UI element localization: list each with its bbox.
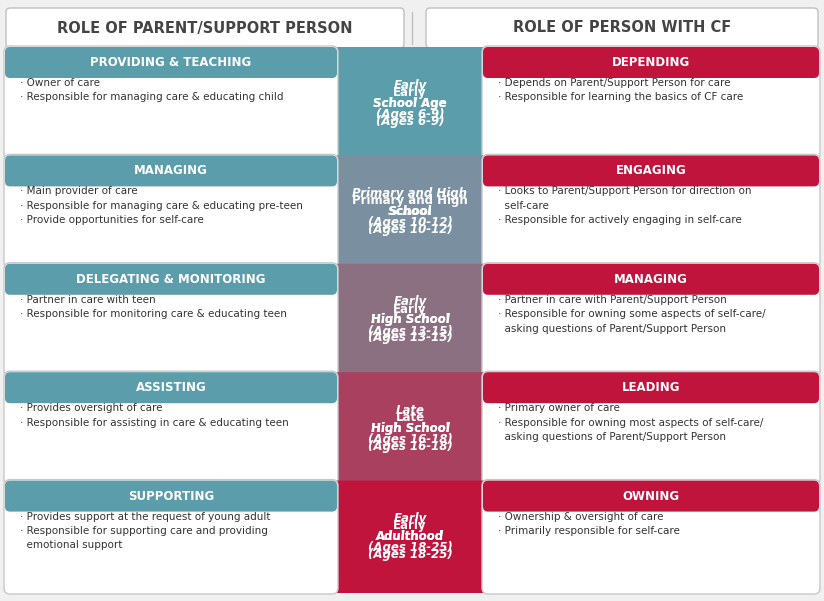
FancyBboxPatch shape: [483, 264, 819, 295]
Text: ROLE OF PERSON WITH CF: ROLE OF PERSON WITH CF: [513, 20, 731, 35]
Text: Late: Late: [396, 411, 424, 424]
FancyBboxPatch shape: [330, 47, 490, 159]
FancyBboxPatch shape: [4, 46, 338, 160]
Text: Primary and High
School
(Ages 10-12): Primary and High School (Ages 10-12): [353, 187, 467, 236]
FancyBboxPatch shape: [5, 264, 337, 295]
Text: (Ages 6-9): (Ages 6-9): [376, 108, 444, 121]
FancyBboxPatch shape: [426, 8, 818, 48]
FancyBboxPatch shape: [330, 264, 490, 376]
FancyBboxPatch shape: [330, 481, 490, 593]
Text: · Main provider of care
· Responsible for managing care & educating pre-teen
· P: · Main provider of care · Responsible fo…: [20, 186, 303, 225]
Text: (Ages 16-18): (Ages 16-18): [368, 433, 452, 446]
Text: Early
School Age
(Ages 6-9): Early School Age (Ages 6-9): [373, 79, 447, 127]
Text: · Partner in care with teen
· Responsible for monitoring care & educating teen: · Partner in care with teen · Responsibl…: [20, 295, 287, 319]
Text: Late
High School
(Ages 16-18): Late High School (Ages 16-18): [368, 404, 452, 453]
Text: DEPENDING: DEPENDING: [612, 56, 691, 69]
Text: School Age: School Age: [373, 97, 447, 110]
Text: High School: High School: [371, 422, 449, 435]
Text: · Looks to Parent/Support Person for direction on
  self-care
· Responsible for : · Looks to Parent/Support Person for dir…: [498, 186, 751, 225]
Text: Early
Adulthood
(Ages 18-25): Early Adulthood (Ages 18-25): [368, 512, 452, 561]
Text: MANAGING: MANAGING: [614, 273, 688, 286]
Text: Primary and High: Primary and High: [352, 194, 468, 207]
FancyBboxPatch shape: [483, 156, 819, 186]
Text: · Depends on Parent/Support Person for care
· Responsible for learning the basic: · Depends on Parent/Support Person for c…: [498, 78, 743, 102]
Text: Early: Early: [393, 86, 427, 99]
FancyBboxPatch shape: [4, 371, 338, 486]
Text: SUPPORTING: SUPPORTING: [128, 490, 214, 502]
FancyBboxPatch shape: [483, 47, 819, 78]
Text: (Ages 18-25): (Ages 18-25): [368, 542, 452, 554]
Text: PROVIDING & TEACHING: PROVIDING & TEACHING: [91, 56, 251, 69]
Text: · Owner of care
· Responsible for managing care & educating child: · Owner of care · Responsible for managi…: [20, 78, 283, 102]
Text: (Ages 10-12): (Ages 10-12): [368, 216, 452, 229]
Text: OWNING: OWNING: [622, 490, 680, 502]
Text: ROLE OF PARENT/SUPPORT PERSON: ROLE OF PARENT/SUPPORT PERSON: [57, 20, 353, 35]
FancyBboxPatch shape: [330, 156, 490, 268]
Text: · Provides support at the request of young adult
· Responsible for supporting ca: · Provides support at the request of you…: [20, 511, 270, 551]
FancyBboxPatch shape: [483, 372, 819, 403]
FancyBboxPatch shape: [482, 371, 820, 486]
FancyBboxPatch shape: [5, 372, 337, 403]
Text: Early
High School
(Ages 13-15): Early High School (Ages 13-15): [368, 296, 452, 344]
Text: Early: Early: [393, 302, 427, 316]
FancyBboxPatch shape: [6, 8, 404, 48]
Text: ENGAGING: ENGAGING: [616, 165, 686, 177]
Text: · Partner in care with Parent/Support Person
· Responsible for owning some aspec: · Partner in care with Parent/Support Pe…: [498, 295, 765, 334]
FancyBboxPatch shape: [4, 154, 338, 269]
Text: LEADING: LEADING: [622, 381, 681, 394]
Text: · Provides oversight of care
· Responsible for assisting in care & educating tee: · Provides oversight of care · Responsib…: [20, 403, 288, 427]
Text: ASSISTING: ASSISTING: [136, 381, 206, 394]
FancyBboxPatch shape: [482, 480, 820, 594]
Text: Early: Early: [393, 519, 427, 532]
Text: · Primary owner of care
· Responsible for owning most aspects of self-care/
  as: · Primary owner of care · Responsible fo…: [498, 403, 763, 442]
Text: High School: High School: [371, 314, 449, 326]
Text: MANAGING: MANAGING: [134, 165, 208, 177]
FancyBboxPatch shape: [5, 47, 337, 78]
FancyBboxPatch shape: [330, 372, 490, 484]
FancyBboxPatch shape: [4, 480, 338, 594]
FancyBboxPatch shape: [483, 481, 819, 511]
Text: School: School: [388, 205, 432, 218]
FancyBboxPatch shape: [5, 481, 337, 511]
FancyBboxPatch shape: [482, 263, 820, 377]
Text: Adulthood: Adulthood: [376, 530, 444, 543]
FancyBboxPatch shape: [4, 263, 338, 377]
FancyBboxPatch shape: [5, 156, 337, 186]
Text: DELEGATING & MONITORING: DELEGATING & MONITORING: [77, 273, 266, 286]
Text: · Ownership & oversight of care
· Primarily responsible for self-care: · Ownership & oversight of care · Primar…: [498, 511, 680, 536]
Text: (Ages 13-15): (Ages 13-15): [368, 325, 452, 338]
FancyBboxPatch shape: [482, 154, 820, 269]
FancyBboxPatch shape: [482, 46, 820, 160]
